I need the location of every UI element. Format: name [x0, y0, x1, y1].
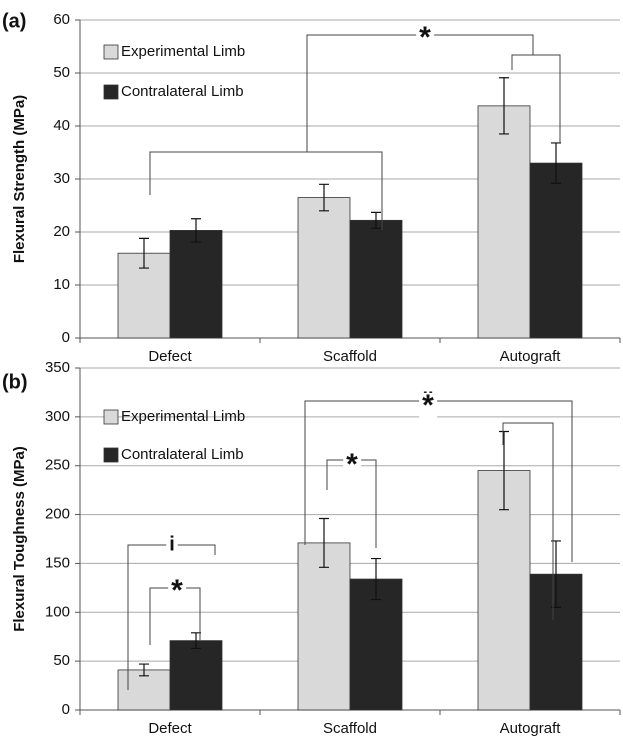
legend-swatch — [103, 409, 119, 425]
y-tick-label: 40 — [53, 117, 70, 134]
x-tick-label: Scaffold — [323, 348, 377, 365]
x-tick-label: Defect — [148, 348, 192, 365]
y-tick-label: 350 — [45, 359, 70, 376]
bar — [169, 640, 223, 711]
y-tick-label: 150 — [45, 554, 70, 571]
panel-label: (b) — [2, 371, 28, 393]
bar — [297, 542, 351, 711]
error-bar — [191, 632, 201, 650]
error-bar — [319, 183, 329, 212]
y-tick-label: 50 — [53, 652, 70, 669]
annotation-background — [343, 451, 362, 477]
legend-swatch — [103, 447, 119, 463]
annotation-background — [166, 537, 178, 552]
bar — [169, 230, 223, 339]
annotation: i — [169, 533, 175, 555]
bar — [349, 219, 403, 339]
y-tick-label: 300 — [45, 408, 70, 425]
legend-label: Experimental Limb — [121, 43, 245, 60]
error-bar — [499, 77, 509, 135]
annotation-background — [416, 24, 435, 50]
y-tick-label: 20 — [53, 223, 70, 240]
error-bar — [499, 430, 509, 511]
x-tick-label: Autograft — [500, 348, 562, 365]
bar — [349, 578, 403, 711]
bracket — [502, 422, 554, 620]
legend-swatch — [103, 44, 119, 60]
bracket — [304, 400, 573, 562]
error-bar — [139, 663, 149, 677]
x-tick-label: Scaffold — [323, 720, 377, 737]
y-tick-label: 250 — [45, 457, 70, 474]
legend-swatch — [103, 84, 119, 100]
y-axis-label: Flexural Strength (MPa) — [11, 95, 28, 263]
error-bar — [371, 557, 381, 601]
annotation: * — [419, 21, 431, 54]
bar — [477, 105, 531, 339]
error-bar — [371, 211, 381, 229]
y-tick-label: 0 — [62, 329, 70, 346]
y-tick-label: 100 — [45, 603, 70, 620]
bracket — [511, 54, 561, 143]
x-tick-label: Defect — [148, 720, 192, 737]
annotation: * — [171, 574, 183, 607]
bar — [477, 470, 531, 711]
legend-label: Experimental Limb — [121, 408, 245, 425]
y-tick-label: 200 — [45, 506, 70, 523]
annotation-background — [419, 392, 438, 418]
y-tick-label: 50 — [53, 64, 70, 81]
y-axis-label: Flexural Toughness (MPa) — [11, 446, 28, 632]
x-tick-label: Autograft — [500, 720, 562, 737]
legend-label: Contralateral Limb — [121, 83, 244, 100]
error-bar — [191, 218, 201, 243]
panel-label: (a) — [2, 10, 26, 32]
error-bar — [551, 142, 561, 184]
error-bar — [319, 517, 329, 568]
bar — [529, 162, 583, 339]
legend-label: Contralateral Limb — [121, 446, 244, 463]
y-tick-label: 0 — [62, 701, 70, 718]
y-tick-label: 60 — [53, 11, 70, 28]
bar — [297, 197, 351, 339]
y-tick-label: 10 — [53, 276, 70, 293]
y-tick-label: 30 — [53, 170, 70, 187]
error-bar — [139, 237, 149, 269]
annotation-background — [168, 577, 187, 603]
bracket — [149, 151, 383, 230]
annotation: * — [346, 448, 358, 481]
annotation: * — [422, 389, 434, 422]
